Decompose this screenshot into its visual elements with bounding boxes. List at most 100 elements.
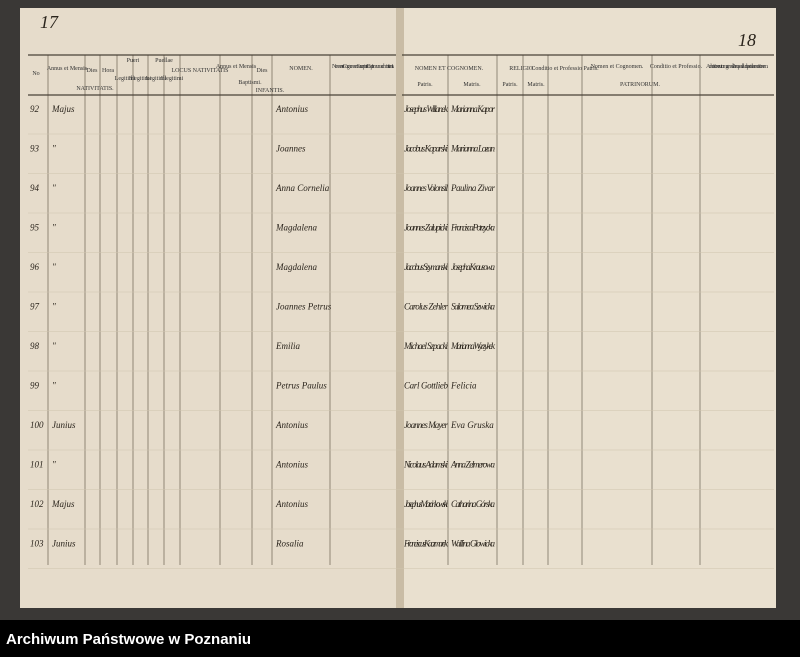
month: "	[52, 144, 56, 154]
header-label: Matris.	[527, 82, 545, 88]
left-page	[20, 8, 398, 608]
header-label: Conditio et Professio Patris.	[531, 65, 599, 72]
row-number: 103	[30, 539, 44, 549]
header-label: Patris.	[417, 82, 433, 88]
footer-bar	[0, 620, 800, 657]
child-name: Joannes Petrus	[276, 302, 332, 312]
father-name: Franciscus Kaczmarek	[403, 539, 449, 549]
father-name: Jacobus Koparski	[404, 144, 448, 154]
row-number: 92	[30, 104, 40, 114]
father-name: Nicolaus Adamski	[403, 460, 448, 470]
header-label: Pueri	[127, 58, 140, 64]
row-number: 99	[30, 381, 40, 391]
child-name: Magdalena	[275, 223, 317, 233]
page-number: 17	[40, 12, 59, 32]
header-label: INFANTIS.	[256, 88, 285, 94]
right-page	[400, 8, 776, 608]
header-label: Hora	[102, 68, 114, 74]
header-label: Patris.	[502, 82, 518, 88]
child-name: Antonius	[275, 499, 308, 509]
header-label: Dies	[87, 68, 99, 74]
child-name: Magdalena	[275, 262, 317, 272]
month: "	[52, 262, 56, 272]
header-label: Nomen et Cognomen Susceptoris Baptismum …	[332, 64, 395, 70]
father-name: Jacobus Szymanski	[404, 262, 448, 272]
header-label: Legitimi	[146, 76, 167, 82]
table-grid	[28, 54, 774, 569]
header-label: Adnotationes utrum gemelli? an quod aliu…	[706, 64, 769, 70]
row-number: 101	[30, 460, 44, 470]
header-label: Puellae	[155, 58, 173, 64]
month: Junius	[52, 539, 76, 549]
row-number: 96	[30, 262, 40, 272]
page-number: 18	[738, 30, 756, 50]
mother-name: Marianna Lozan	[450, 144, 496, 154]
header-label: LOCUS NATIVITATIS	[171, 68, 228, 74]
father-name: Joannes Mayer	[404, 420, 448, 430]
father-name: Josephus Willanek	[404, 104, 449, 114]
father-name: Josephus Marcinkowski	[404, 499, 449, 509]
header-label: Illegitimi	[129, 76, 152, 82]
header-label: Baptismi.	[238, 80, 262, 86]
month: "	[52, 223, 56, 233]
mother-name: Salomea Szwicka	[451, 302, 496, 312]
month: "	[52, 460, 56, 470]
month: Majus	[51, 499, 75, 509]
mother-name: Wallina Glowicka	[451, 539, 496, 549]
child-name: Joannes	[276, 144, 306, 154]
mother-name: Eva Gruska	[450, 420, 494, 430]
father-name: Michael Szpacki	[403, 341, 448, 351]
row-number: 94	[30, 183, 40, 193]
row-number: 100	[30, 420, 44, 430]
father-name: Joannes Volonsil	[404, 183, 448, 193]
mother-name: Catharina Górska	[451, 499, 496, 509]
footer: Archiwum Państwowe w Poznaniu	[6, 631, 251, 648]
child-name: Rosalia	[275, 539, 304, 549]
mother-name: Josepha Krausowa	[451, 262, 496, 272]
mother-name: Felicia	[450, 381, 477, 391]
header-label: Annus et Mensis	[216, 64, 257, 70]
mother-name: Paulina Zivar	[450, 183, 495, 193]
month: "	[52, 302, 56, 312]
header-label: Conditio et Professio.	[650, 63, 703, 70]
header-label: Dies	[257, 68, 269, 74]
month: Junius	[52, 420, 76, 430]
mother-name: Francisca Potrzycka	[450, 223, 496, 233]
row-number: 98	[30, 341, 40, 351]
father-name: Carolus Zehler	[404, 302, 448, 312]
child-name: Antonius	[275, 420, 308, 430]
header-label: RELIGIO.	[509, 66, 535, 72]
child-name: Emilia	[275, 341, 300, 351]
header-label: Annus et Mensis	[47, 66, 88, 72]
father-name: Carl Gottlieb	[404, 381, 449, 391]
child-name: Antonius	[275, 460, 308, 470]
gutter	[396, 8, 404, 608]
row-number: 93	[30, 144, 40, 154]
header-label: Legitimi	[115, 76, 136, 82]
month: Majus	[51, 104, 75, 114]
child-name: Anna Cornelia	[275, 183, 330, 193]
month: "	[52, 341, 56, 351]
mother-name: Anna Zelmerowa	[450, 460, 496, 470]
row-number: 95	[30, 223, 40, 233]
mother-name: Marianna Kapor	[450, 104, 495, 114]
month: "	[52, 183, 56, 193]
row-number: 97	[30, 302, 40, 312]
month: "	[52, 381, 56, 391]
header-label: PATRINORUM.	[620, 82, 660, 88]
row-number: 102	[30, 499, 44, 509]
header-label: Matris.	[463, 82, 481, 88]
father-name: Joannes Zalupicki	[404, 223, 448, 233]
header-label: Illegitimi	[161, 76, 184, 82]
child-name: Antonius	[275, 104, 308, 114]
header-label: NATIVITATIS.	[76, 86, 114, 92]
child-name: Petrus Paulus	[275, 381, 327, 391]
mother-name: Marianna Wyrzykek	[450, 341, 496, 351]
header-label: No	[32, 71, 39, 77]
header-label: Nomen et Cognomen.	[591, 64, 644, 70]
header-label: NOMEN.	[289, 66, 313, 72]
header-label: NOMEN ET COGNOMEN.	[415, 66, 484, 72]
